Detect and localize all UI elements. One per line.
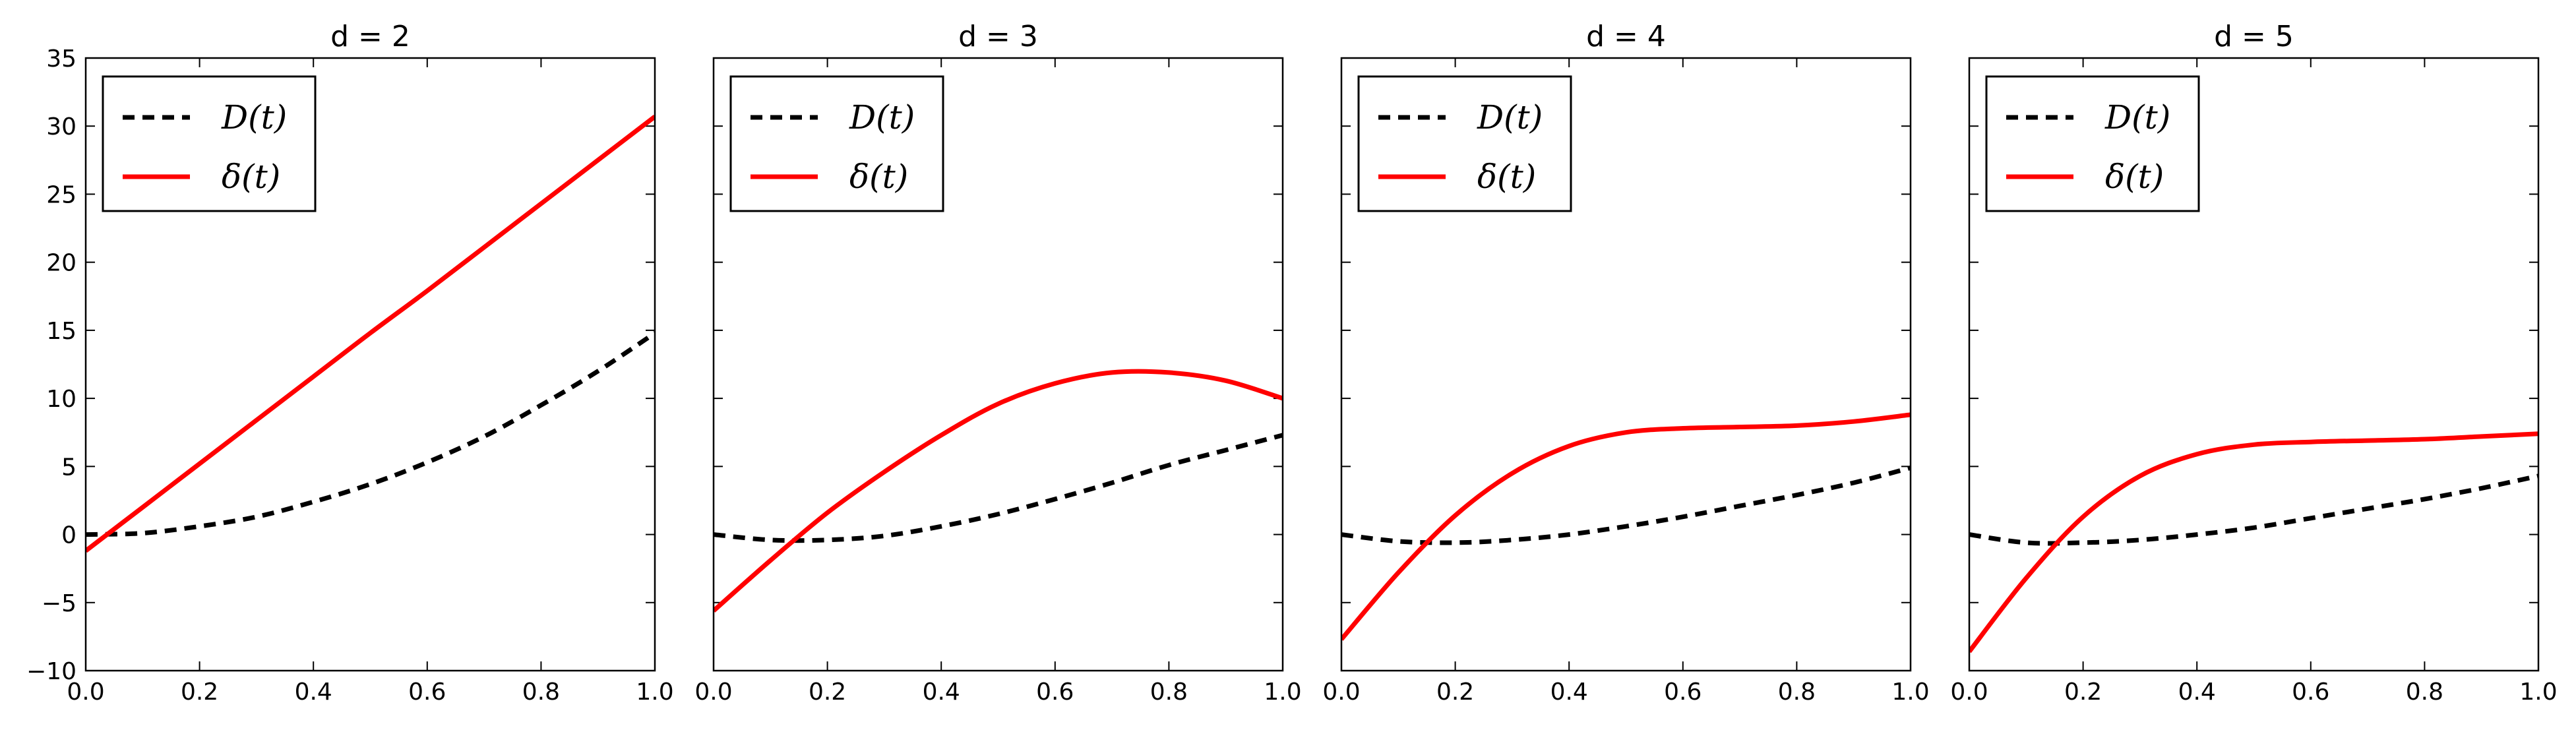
panel-3: d = 4 0.0 0.2 0.4 0.6 0.8 1.0 D(t) δ(t) <box>1322 20 1929 706</box>
panel-4: d = 5 0.0 0.2 0.4 0.6 0.8 1.0 D(t) δ(t) <box>1950 20 2557 706</box>
x-tick-label: 0.8 <box>2406 679 2443 706</box>
x-tick-label: 0.8 <box>1150 679 1188 706</box>
x-tick-label: 1.0 <box>1891 679 1929 706</box>
series-line-D <box>86 331 655 537</box>
legend-label: δ(t) <box>2105 158 2164 196</box>
panel-1: d = 2 0.0 0.2 0.4 0.6 0.8 1.0 −10 −5 0 5 10 15 20 25 30… <box>26 20 674 706</box>
x-tick-label: 0.4 <box>295 679 332 706</box>
legend: D(t) δ(t) <box>729 75 944 212</box>
legend-box <box>102 75 317 212</box>
panel-title: d = 5 <box>2214 20 2294 53</box>
panel-2: d = 3 0.0 0.2 0.4 0.6 0.8 1.0 D(t) δ(t) <box>694 20 1301 706</box>
y-tick-label: 25 <box>46 181 77 208</box>
series-line-D <box>1341 466 1911 545</box>
legend-label: D(t) <box>849 98 915 137</box>
x-tick-label: 0.2 <box>2064 679 2102 706</box>
plot-frame <box>84 57 656 672</box>
x-tick-label: 0.0 <box>694 679 732 706</box>
legend-label: D(t) <box>2104 98 2170 137</box>
y-tick-label: 15 <box>46 318 77 345</box>
y-tick-label: 0 <box>61 522 77 549</box>
legend-box <box>1985 75 2200 212</box>
x-tick-label: 0.4 <box>1550 679 1588 706</box>
series-line-delta <box>1969 431 2538 654</box>
x-tick-label: 0.2 <box>181 679 218 706</box>
panel-title: d = 4 <box>1586 20 1666 53</box>
plot-frame <box>1968 57 2540 672</box>
x-tick-label: 0.0 <box>1322 679 1360 706</box>
panel-title: d = 2 <box>330 20 410 53</box>
legend-label: δ(t) <box>849 158 908 196</box>
legend: D(t) δ(t) <box>1985 75 2200 212</box>
x-tick-label: 0.0 <box>67 679 104 706</box>
y-tick-label: 35 <box>46 46 77 73</box>
x-tick-label: 0.6 <box>408 679 446 706</box>
y-tick-label: 10 <box>46 386 77 413</box>
x-tick-label: 0.0 <box>1950 679 1988 706</box>
x-tick-label: 0.8 <box>522 679 560 706</box>
legend-label: D(t) <box>1477 98 1543 137</box>
legend-label: δ(t) <box>1477 158 1536 196</box>
y-tick-label: 20 <box>46 250 77 277</box>
series-line-delta <box>1341 412 1911 641</box>
x-tick-label: 1.0 <box>636 679 673 706</box>
legend: D(t) δ(t) <box>1357 75 1572 212</box>
plot-frame <box>1340 57 1912 672</box>
y-tick-label: −10 <box>26 658 77 685</box>
x-tick-label: 0.4 <box>2178 679 2216 706</box>
plot-frame <box>712 57 1284 672</box>
x-tick-label: 0.8 <box>1778 679 1816 706</box>
series-line-delta <box>714 369 1283 613</box>
x-tick-label: 0.6 <box>2292 679 2329 706</box>
legend-box <box>729 75 944 212</box>
x-tick-label: 0.2 <box>809 679 846 706</box>
x-tick-label: 1.0 <box>1264 679 1301 706</box>
x-tick-label: 0.6 <box>1036 679 1074 706</box>
series-line-D <box>714 433 1283 543</box>
legend-label: D(t) <box>221 98 287 137</box>
series-line-delta <box>86 115 655 553</box>
y-tick-label: 30 <box>46 113 77 140</box>
series-line-D <box>1969 473 2538 546</box>
x-tick-label: 1.0 <box>2519 679 2557 706</box>
legend: D(t) δ(t) <box>102 75 317 212</box>
y-tick-label: −5 <box>42 590 77 617</box>
x-tick-label: 0.4 <box>923 679 960 706</box>
panel-title: d = 3 <box>958 20 1038 53</box>
legend-label: δ(t) <box>222 158 280 196</box>
x-tick-label: 0.6 <box>1664 679 1702 706</box>
y-tick-label: 5 <box>61 454 77 481</box>
x-tick-label: 0.2 <box>1436 679 1474 706</box>
legend-box <box>1357 75 1572 212</box>
